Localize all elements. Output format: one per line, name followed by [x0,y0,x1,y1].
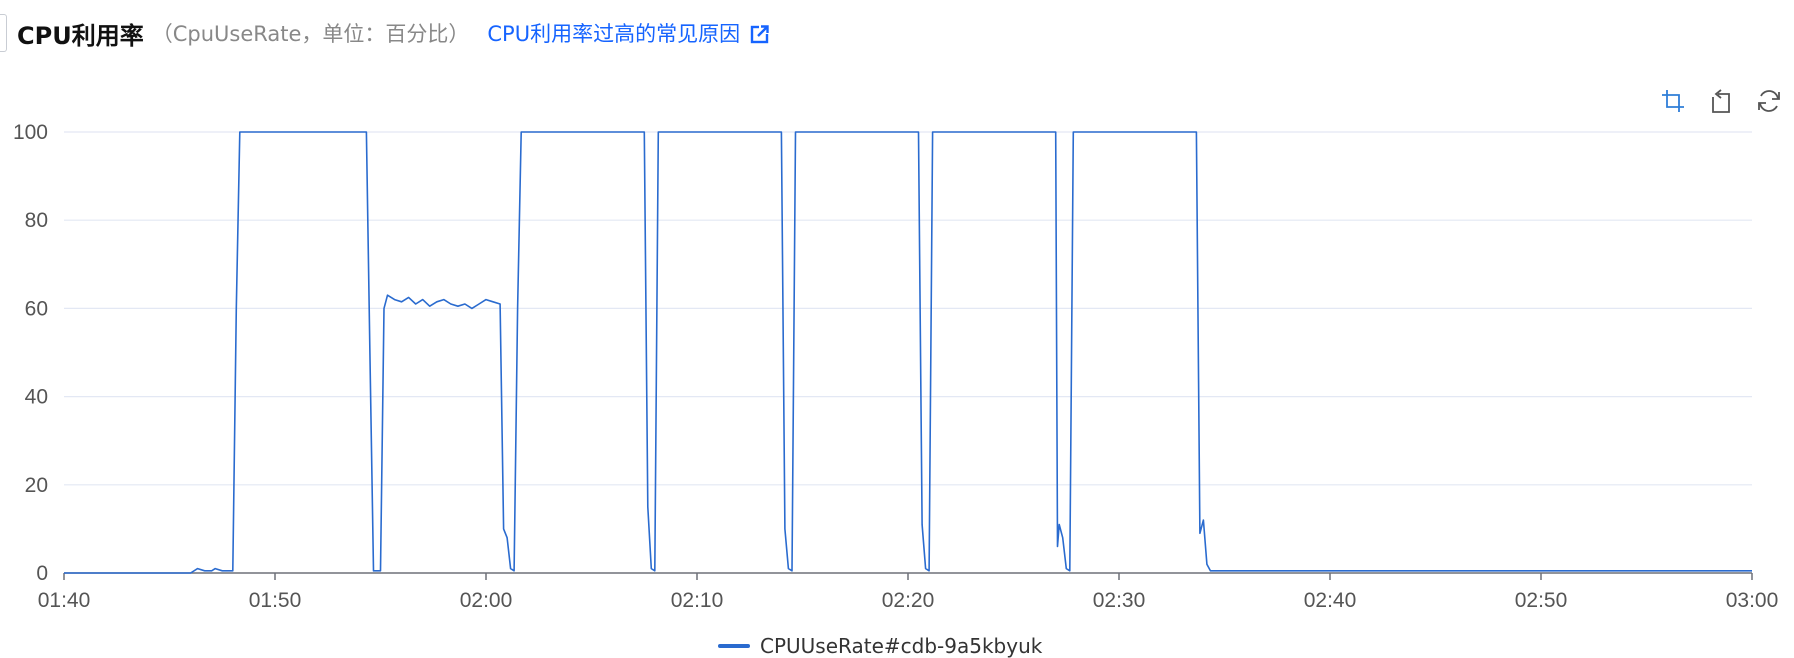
legend-swatch [718,644,750,648]
x-tick-label: 02:20 [882,589,935,612]
link-text: CPU利用率过高的常见原因 [487,21,741,46]
restore-icon[interactable] [1706,86,1736,116]
x-tick-label: 03:00 [1726,589,1779,612]
chart-subtitle: （CpuUseRate，单位：百分比） [151,22,470,46]
series-layer [64,131,1752,574]
y-tick-label: 100 [13,121,48,144]
chart-toolbar [1658,86,1784,116]
refresh-icon[interactable] [1754,86,1784,116]
x-tick-label: 02:00 [460,589,513,612]
legend-item[interactable]: CPUUseRate#cdb-9a5kbyuk [718,634,1042,658]
grid-lines [64,131,1752,486]
legend-label: CPUUseRate#cdb-9a5kbyuk [760,634,1043,658]
chart-title: CPU利用率 [17,21,144,50]
cpu-high-causes-link[interactable]: CPU利用率过高的常见原因 [487,18,770,49]
y-tick-label: 0 [36,562,48,585]
external-link-icon [750,24,770,49]
x-tick-label: 02:40 [1304,589,1357,612]
zoom-select-icon[interactable] [1658,86,1688,116]
x-tick-label: 01:40 [38,589,91,612]
chart-header: CPU利用率 （CpuUseRate，单位：百分比） CPU利用率过高的常见原因 [0,8,770,58]
header-marker [0,14,7,52]
y-tick-label: 20 [25,474,48,497]
x-tick-label: 02:30 [1093,589,1146,612]
series-line[interactable] [64,131,1752,574]
axes: 0 20 40 60 80 100 01:40 01:50 02:00 02:10 02:20 02:… [13,121,1778,612]
y-tick-label: 40 [25,386,48,409]
x-tick-label: 02:50 [1515,589,1568,612]
x-tick-label: 01:50 [249,589,302,612]
x-tick-label: 02:10 [671,589,724,612]
y-tick-label: 80 [25,209,48,232]
y-tick-label: 60 [25,297,48,320]
